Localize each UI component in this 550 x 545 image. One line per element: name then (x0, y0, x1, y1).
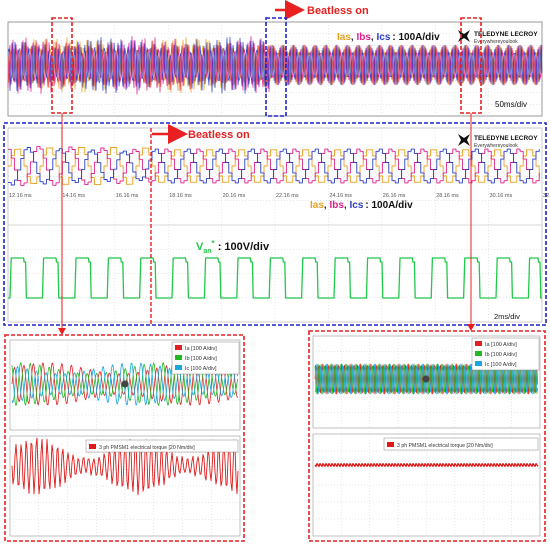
top-scale: : 100A/div (392, 32, 440, 43)
voltage-scale: : 100V/div (215, 241, 270, 253)
brand-name-top: TELEDYNE LECROY (474, 31, 538, 38)
sim-right-torque-swatch (387, 442, 394, 447)
top-trace-ibs (7, 35, 543, 95)
voltage-label: Van* : 100V/div (196, 239, 270, 255)
brand-name-mid: TELEDYNE LECROY (474, 135, 538, 142)
voltage-label-main: V (196, 241, 204, 253)
sim-left-panel: Ia [100 A/div] Ib [100 A/div] Ic [100 A/… (4, 334, 245, 542)
top-traces (7, 35, 543, 95)
mid-timebase: 2ms/div (494, 312, 520, 321)
voltage-label-sub: an (203, 248, 211, 255)
mid-legend-ibs: Ibs (329, 200, 344, 211)
sim-right-legend-currents: Ia [100 A/div] Ib [100 A/div] Ic [100 A/… (471, 337, 540, 371)
sim-left-legend-ia-swatch (175, 345, 182, 350)
top-legend-ias: Ias (337, 32, 351, 43)
sim-right-legend-ib-swatch (475, 351, 482, 356)
mid-legend-ics: Ics (349, 200, 363, 211)
mid-x-tick-label: 14.16 ms (62, 193, 85, 199)
sim-right-legend-ib: Ib [100 A/div] (485, 352, 517, 358)
sim-left-legend-ic: Ic [100 A/div] (185, 366, 217, 372)
sim-left-legend-ib-swatch (175, 355, 182, 360)
sim-left-torque-swatch (89, 444, 96, 449)
mid-x-tick-label: 32.16 ms (543, 193, 550, 199)
sim-left-torque-label: 3 ph PMSM1 electrical torque [20 Nm/div] (99, 445, 195, 451)
zoom-box-right (460, 17, 482, 114)
beatless-label-top: Beatless on (307, 5, 369, 17)
sim-left-dashed-frame (4, 334, 245, 542)
sim-left-legend-ic-swatch (175, 365, 182, 370)
mid-x-tick-label: 18.16 ms (169, 193, 192, 199)
sim-left-trace-ic (11, 362, 238, 406)
sim-left-torque-frame (9, 435, 241, 537)
brand-tagline-top: Everywhereyoulook (474, 39, 518, 45)
middle-current-traces (8, 146, 540, 186)
mid-current-scale: : 100A/div (365, 200, 413, 211)
top-legend: Ias, Ibs, Ics: 100A/div (337, 32, 440, 43)
mid-trace-ics (8, 147, 540, 186)
connector-left-arrow (58, 328, 66, 335)
middle-panel-dashed-frame (3, 122, 547, 326)
sim-right-dashed-frame (308, 330, 546, 542)
mid-x-tick-label: 22.16 ms (276, 193, 299, 199)
sim-right-torque-legend-box (383, 437, 539, 451)
middle-x-ticks: 12.16 ms 14.16 ms 16.16 ms 18.16 ms 20.16 ms… (9, 193, 550, 199)
mid-legend: Ias, Ibs, Ics: 100A/div (310, 200, 413, 211)
sim-right-legend-ic-swatch (475, 361, 482, 366)
sim-right-torque-label: 3 ph PMSM1 electrical torque [20 Nm/div] (397, 443, 493, 449)
mid-x-tick-label: 20.16 ms (223, 193, 246, 199)
sim-left-legend-currents: Ia [100 A/div] Ib [100 A/div] Ic [100 A/… (171, 341, 240, 375)
connector-right-arrow (467, 324, 475, 331)
sim-right-panel: Ia [100 A/div] Ib [100 A/div] Ic [100 A/… (308, 330, 546, 542)
sim-right-legend-torque: 3 ph PMSM1 electrical torque [20 Nm/div] (383, 437, 539, 451)
zoom-box-middle (265, 17, 287, 117)
mid-x-tick-label: 28.16 ms (436, 193, 459, 199)
sim-left-cursor-icon (121, 380, 129, 388)
beatless-label-mid: Beatless on (188, 129, 250, 141)
voltage-label-sup: * (212, 239, 216, 248)
connectors (58, 113, 475, 335)
sim-right-trace-ic (314, 363, 538, 395)
sim-right-torque-trace (314, 463, 539, 467)
sim-right-legend-box (471, 337, 540, 371)
top-overview-panel: Beatless on Ias, Ibs, Ics: 100A/div TELE… (7, 0, 543, 117)
sim-left-torque-legend-box (85, 439, 239, 453)
teledyne-logo-mid: TELEDYNE LECROY Everywhereyoulook (458, 134, 538, 149)
top-trace-ics (7, 36, 543, 94)
middle-zoom-panel: 12.16 ms 14.16 ms 16.16 ms 18.16 ms 20.16 ms… (3, 122, 550, 326)
mid-x-tick-label: 12.16 ms (9, 193, 32, 199)
sim-left-legend-ib: Ib [100 A/div] (185, 356, 217, 362)
sim-left-legend-ia: Ia [100 A/div] (185, 346, 217, 352)
sim-right-legend-ia-swatch (475, 341, 482, 346)
sim-right-cursor-icon (422, 375, 430, 383)
brand-tagline-mid: Everywhereyoulook (474, 143, 518, 149)
teledyne-logo-icon (458, 30, 470, 42)
top-trace-ias (7, 36, 543, 94)
sim-left-legend-box (171, 341, 240, 375)
sim-right-trace-torque (314, 463, 539, 467)
top-timebase: 50ms/div (495, 100, 527, 109)
mid-x-tick-label: 30.16 ms (490, 193, 513, 199)
sim-left-legend-torque: 3 ph PMSM1 electrical torque [20 Nm/div] (85, 439, 239, 453)
mid-trace-van (8, 257, 542, 299)
sim-right-legend-ia: Ia [100 A/div] (485, 342, 517, 348)
mid-x-tick-label: 24.16 ms (329, 193, 352, 199)
mid-legend-ias: Ias (310, 200, 324, 211)
mid-x-tick-label: 26.16 ms (383, 193, 406, 199)
middle-voltage-trace (8, 257, 542, 299)
teledyne-logo-icon-mid (458, 134, 470, 146)
mid-trace-ias (8, 147, 540, 186)
sim-right-legend-ic: Ic [100 A/div] (485, 362, 517, 368)
mid-x-tick-label: 16.16 ms (116, 193, 139, 199)
top-legend-ics: Ics (376, 32, 390, 43)
zoom-box-left (51, 17, 73, 114)
top-legend-ibs: Ibs (356, 32, 371, 43)
teledyne-logo-top: TELEDYNE LECROY Everywhereyoulook (458, 30, 538, 45)
